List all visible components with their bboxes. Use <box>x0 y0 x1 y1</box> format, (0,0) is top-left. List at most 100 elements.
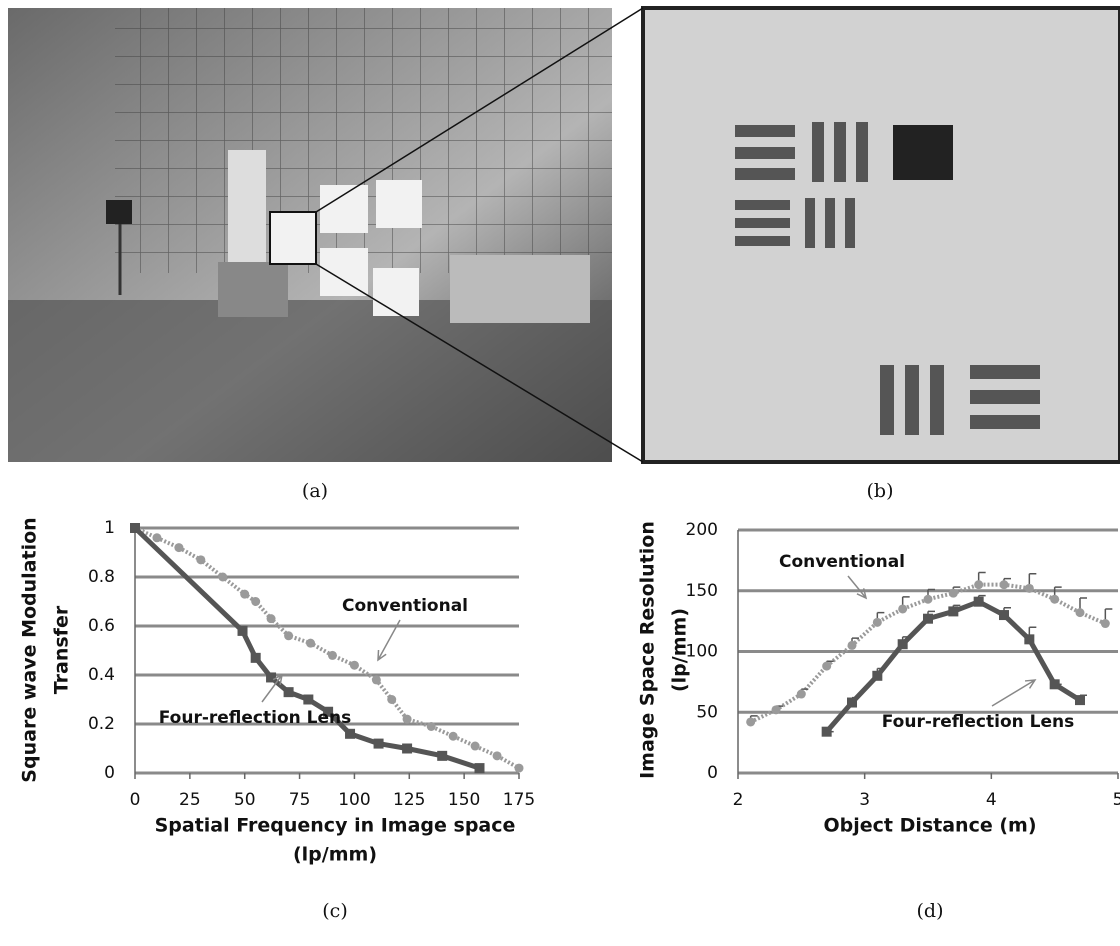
x-tick-label: 175 <box>503 790 535 810</box>
page: (a) (b) 00.20.40.60.81025507510012515017… <box>0 0 1120 946</box>
series-line <box>135 528 480 768</box>
marker <box>218 573 227 582</box>
x-tick-label: 100 <box>338 790 370 810</box>
marker <box>872 671 882 681</box>
y-axis-label: Square wave Modulation <box>19 517 41 782</box>
x-tick-label: 4 <box>986 790 997 810</box>
marker <box>848 641 857 650</box>
marker <box>267 614 276 623</box>
marker <box>303 695 313 705</box>
y-tick-label: 0.8 <box>88 567 115 587</box>
x-tick-label: 2 <box>733 790 744 810</box>
marker <box>949 589 958 598</box>
marker <box>306 639 315 648</box>
marker <box>1025 584 1034 593</box>
panel-caption: (c) <box>322 900 347 922</box>
marker <box>374 739 384 749</box>
marker <box>196 555 205 564</box>
x-axis-label: Object Distance (m) <box>823 815 1036 837</box>
marker <box>1050 595 1059 604</box>
marker <box>847 698 857 708</box>
marker <box>174 543 183 552</box>
series-annotation: Conventional <box>779 552 905 572</box>
marker <box>372 675 381 684</box>
y-axis-label: (lp/mm) <box>669 608 691 692</box>
marker <box>873 618 882 627</box>
marker <box>1050 679 1060 689</box>
marker <box>284 631 293 640</box>
marker <box>898 639 908 649</box>
marker <box>152 533 161 542</box>
marker <box>471 742 480 751</box>
marker <box>974 580 983 589</box>
y-axis-label: Transfer <box>51 605 73 694</box>
x-tick-label: 5 <box>1113 790 1120 810</box>
marker <box>238 626 248 636</box>
marker <box>475 763 485 773</box>
series-annotation: Four-reflection Lens <box>882 712 1075 732</box>
x-tick-label: 150 <box>448 790 480 810</box>
x-axis-label: (lp/mm) <box>293 844 377 866</box>
marker <box>923 614 933 624</box>
marker <box>1076 608 1085 617</box>
marker <box>974 597 984 607</box>
series-annotation: Conventional <box>342 596 468 616</box>
marker <box>437 751 447 761</box>
marker <box>898 604 907 613</box>
marker <box>350 661 359 670</box>
marker <box>251 597 260 606</box>
marker <box>822 662 831 671</box>
x-tick-label: 25 <box>179 790 201 810</box>
marker <box>284 687 294 697</box>
marker <box>328 651 337 660</box>
x-tick-label: 125 <box>393 790 425 810</box>
y-tick-label: 0.2 <box>88 714 115 734</box>
marker <box>999 610 1009 620</box>
photo-b <box>643 8 1120 462</box>
marker <box>387 695 396 704</box>
marker <box>130 523 140 533</box>
y-axis-label: Image Space Resolution <box>637 521 659 779</box>
series-annotation: Four-reflection Lens <box>159 708 352 728</box>
marker <box>449 732 458 741</box>
y-tick-label: 0 <box>707 763 718 783</box>
y-tick-label: 0.4 <box>88 665 115 685</box>
x-tick-label: 3 <box>859 790 870 810</box>
marker <box>403 715 412 724</box>
marker <box>1024 634 1034 644</box>
photo-a <box>8 8 612 462</box>
x-tick-label: 75 <box>289 790 311 810</box>
y-tick-label: 150 <box>686 581 718 601</box>
y-tick-label: 1 <box>104 518 115 538</box>
panel-caption: (b) <box>867 480 894 502</box>
marker <box>427 722 436 731</box>
marker <box>1075 695 1085 705</box>
marker <box>772 705 781 714</box>
marker <box>493 751 502 760</box>
x-tick-label: 0 <box>130 790 141 810</box>
marker <box>1000 580 1009 589</box>
marker <box>822 727 832 737</box>
x-tick-label: 50 <box>234 790 256 810</box>
panel-caption: (a) <box>302 480 328 502</box>
marker <box>746 717 755 726</box>
panel-caption: (d) <box>917 900 944 922</box>
y-tick-label: 50 <box>696 702 718 722</box>
annotation-arrow <box>992 680 1035 706</box>
marker <box>251 653 261 663</box>
marker <box>240 590 249 599</box>
marker <box>266 672 276 682</box>
marker <box>797 690 806 699</box>
series-line <box>135 528 519 768</box>
marker <box>948 606 958 616</box>
x-axis-label: Spatial Frequency in Image space <box>155 815 516 837</box>
marker <box>1101 619 1110 628</box>
y-tick-label: 200 <box>686 520 718 540</box>
marker <box>515 764 524 773</box>
marker <box>345 729 355 739</box>
series-line <box>751 585 1106 722</box>
y-tick-label: 0.6 <box>88 616 115 636</box>
marker <box>402 744 412 754</box>
y-tick-label: 0 <box>104 763 115 783</box>
annotation-arrow <box>848 576 866 598</box>
